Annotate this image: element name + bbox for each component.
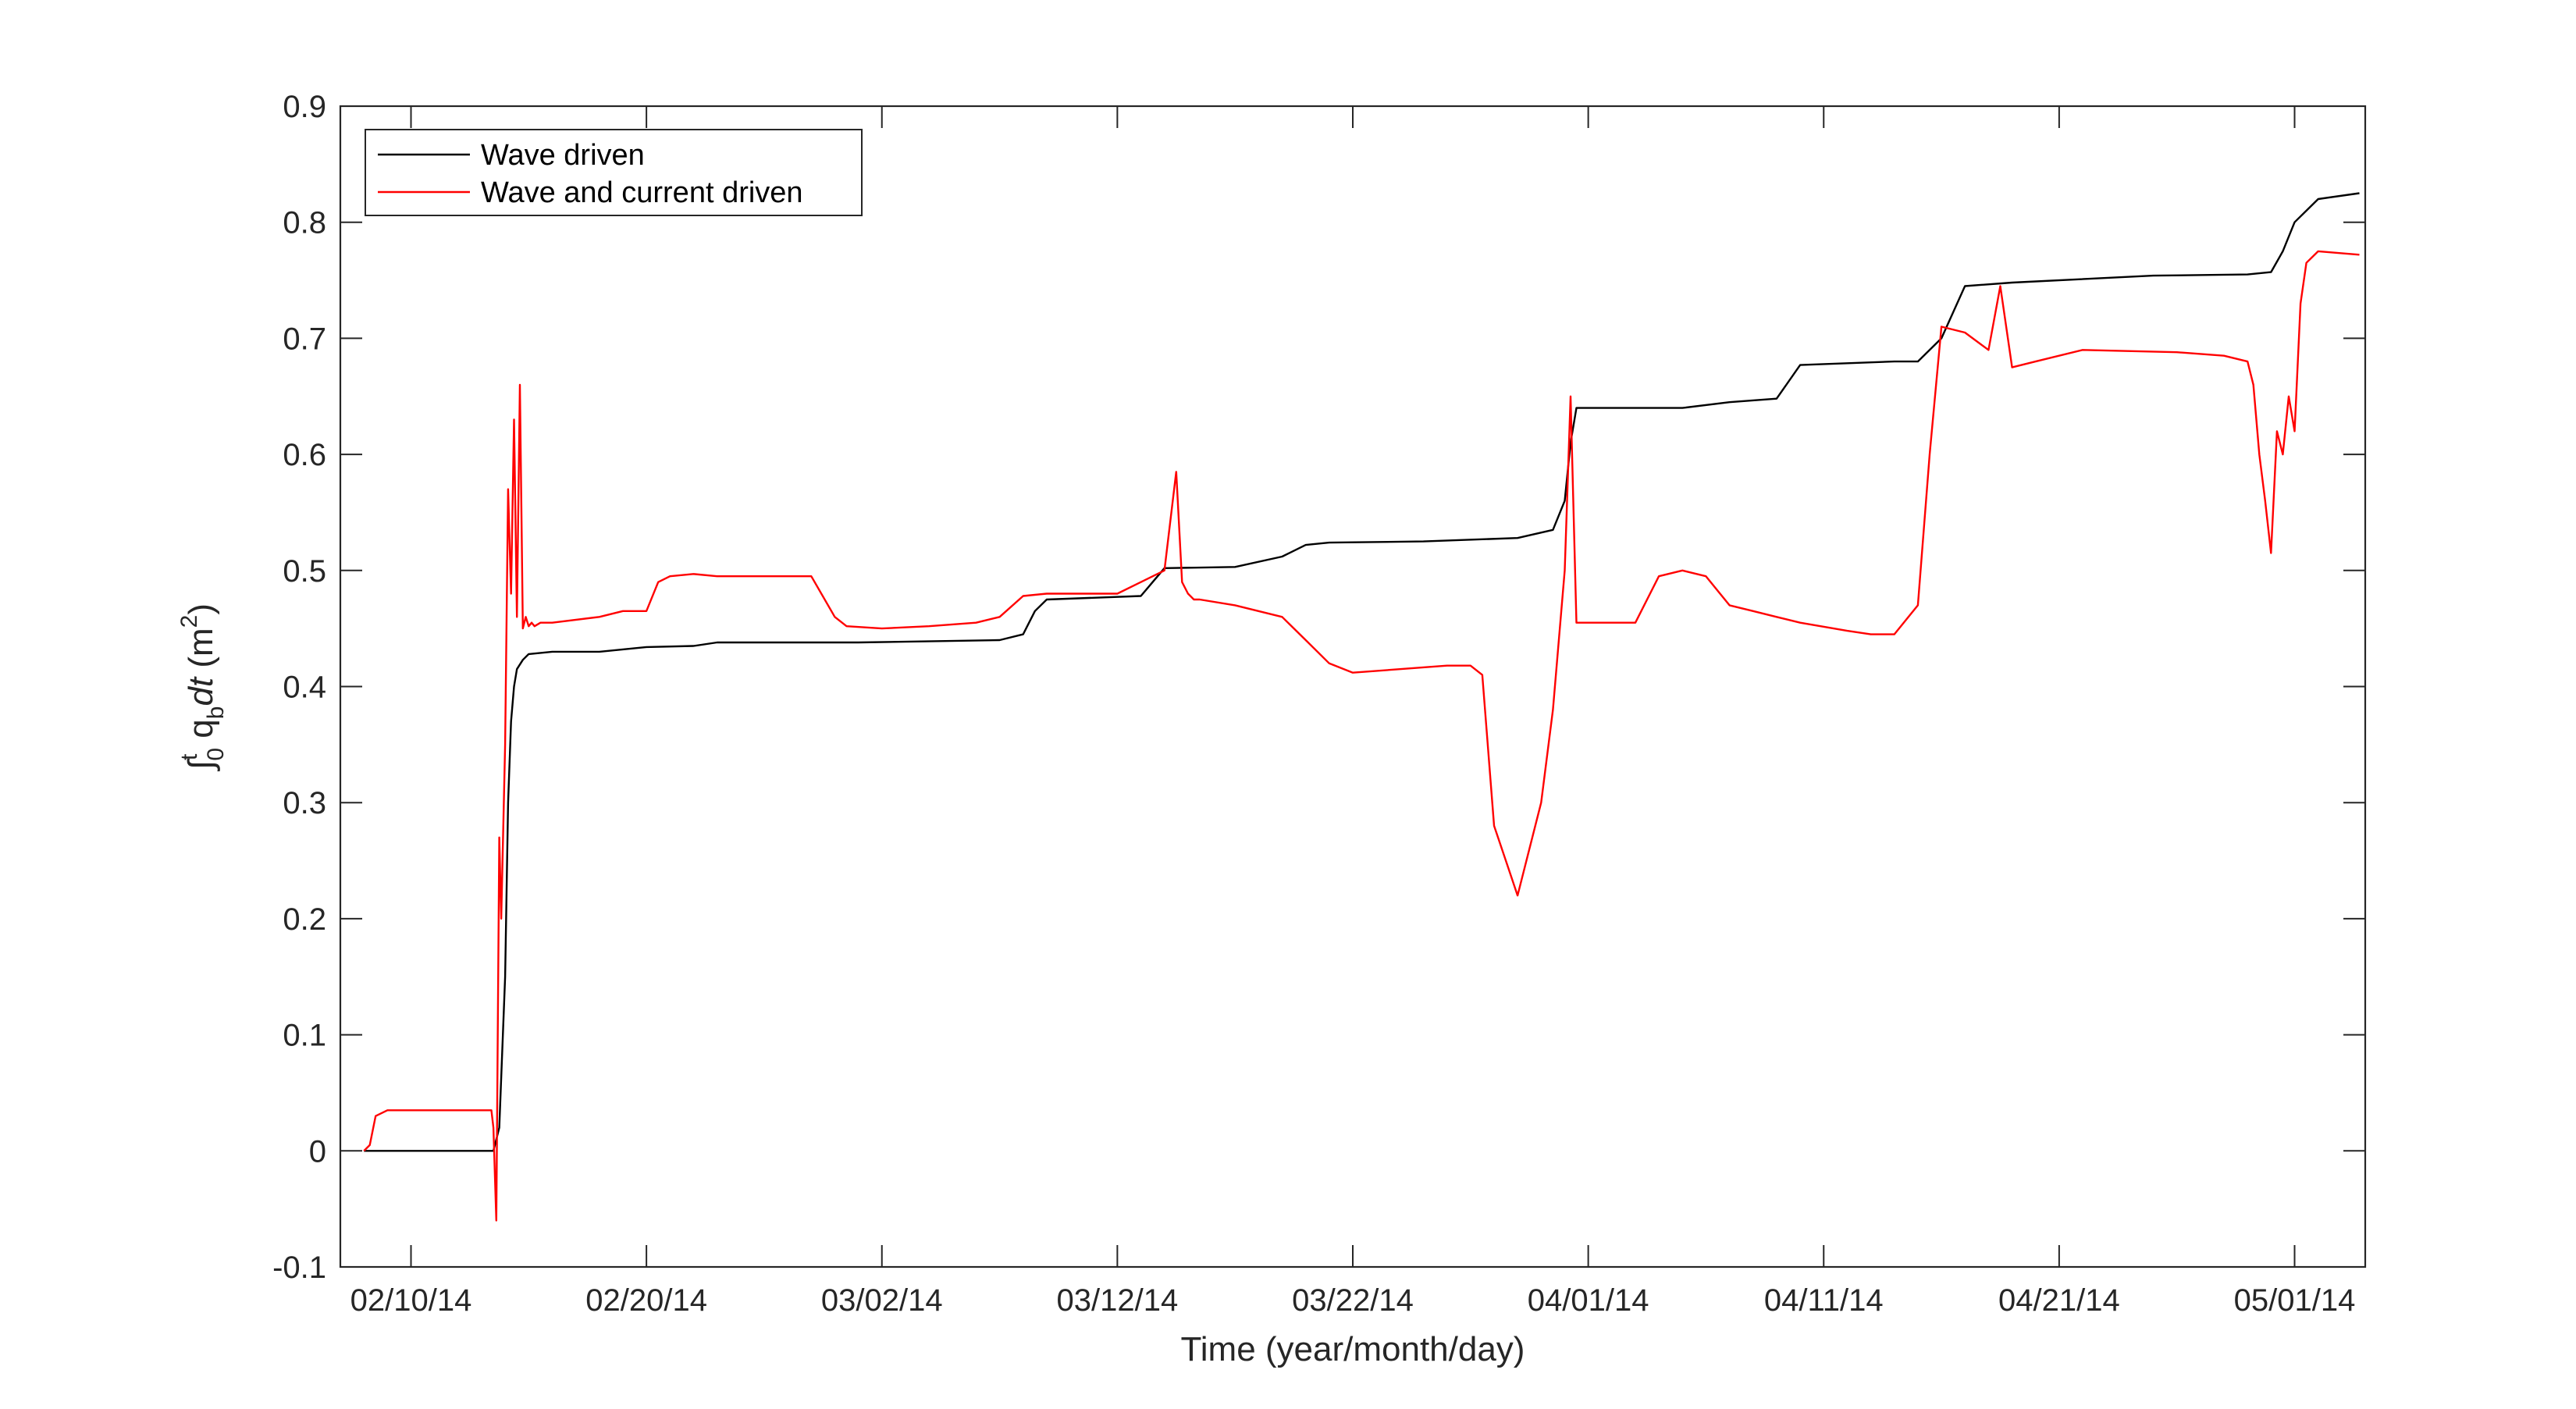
x-tick-label: 03/02/14 xyxy=(821,1283,943,1318)
y-tick-label: 0.6 xyxy=(283,438,326,472)
y-axis-title-unit-close: ) xyxy=(182,603,220,615)
series-line-0 xyxy=(364,192,2360,1152)
x-tick-label: 04/21/14 xyxy=(1998,1283,2120,1318)
legend-label-wave-and-current-driven: Wave and current driven xyxy=(481,176,803,209)
x-axis-title: Time (year/month/day) xyxy=(1181,1330,1525,1368)
y-axis-title: ∫t0 qbdt (m2) xyxy=(176,603,229,772)
y-axis-title-dt: dt xyxy=(182,676,220,706)
y-tick-label: -0.1 xyxy=(272,1251,326,1285)
x-tick-label: 02/20/14 xyxy=(585,1283,707,1318)
x-tick-label: 02/10/14 xyxy=(350,1283,472,1318)
series-line-1 xyxy=(363,250,2360,1222)
y-axis-title-q-subscript: b xyxy=(203,706,229,720)
y-tick-label: 0.8 xyxy=(283,206,326,240)
series-layer xyxy=(363,192,2360,1222)
y-tick-label: 0.1 xyxy=(283,1019,326,1053)
x-tick-label: 03/12/14 xyxy=(1057,1283,1179,1318)
x-tick-label: 04/11/14 xyxy=(1764,1283,1884,1318)
y-axis-title-unit-superscript: 2 xyxy=(176,615,202,628)
legend-label-wave-driven: Wave driven xyxy=(481,139,645,172)
y-axis: -0.1 0 0.1 0.2 0.3 0.4 0.5 0.6 0.7 0.8 0.9 xyxy=(272,90,2365,1285)
y-axis-title-integral: ∫ xyxy=(182,758,220,772)
legend: Wave driven Wave and current driven xyxy=(365,129,863,216)
x-tick-label: 04/01/14 xyxy=(1528,1283,1649,1318)
axes-frame xyxy=(339,105,2367,1268)
y-tick-label: 0.7 xyxy=(283,322,326,356)
y-axis-title-unit-open: (m xyxy=(182,628,220,678)
y-axis-title-lower-limit: 0 xyxy=(203,748,229,761)
y-axis-title-upper-limit: t xyxy=(176,753,202,760)
y-tick-label: 0.4 xyxy=(283,671,326,705)
y-tick-label: 0.2 xyxy=(283,902,326,937)
y-tick-label: 0.5 xyxy=(283,554,326,589)
x-tick-label: 03/22/14 xyxy=(1292,1283,1414,1318)
y-tick-label: 0 xyxy=(309,1134,326,1169)
plot-area: -0.1 0 0.1 0.2 0.3 0.4 0.5 0.6 0.7 0.8 0.9 02/10/1… xyxy=(272,90,2367,1318)
y-tick-label: 0.9 xyxy=(283,90,326,124)
legend-box xyxy=(365,129,863,216)
x-axis: 02/10/14 02/20/14 03/02/14 03/12/14 03/22/14… xyxy=(350,106,2356,1318)
y-tick-label: 0.3 xyxy=(283,786,326,820)
x-tick-label: 05/01/14 xyxy=(2234,1283,2356,1318)
y-axis-title-q: q xyxy=(182,719,220,748)
